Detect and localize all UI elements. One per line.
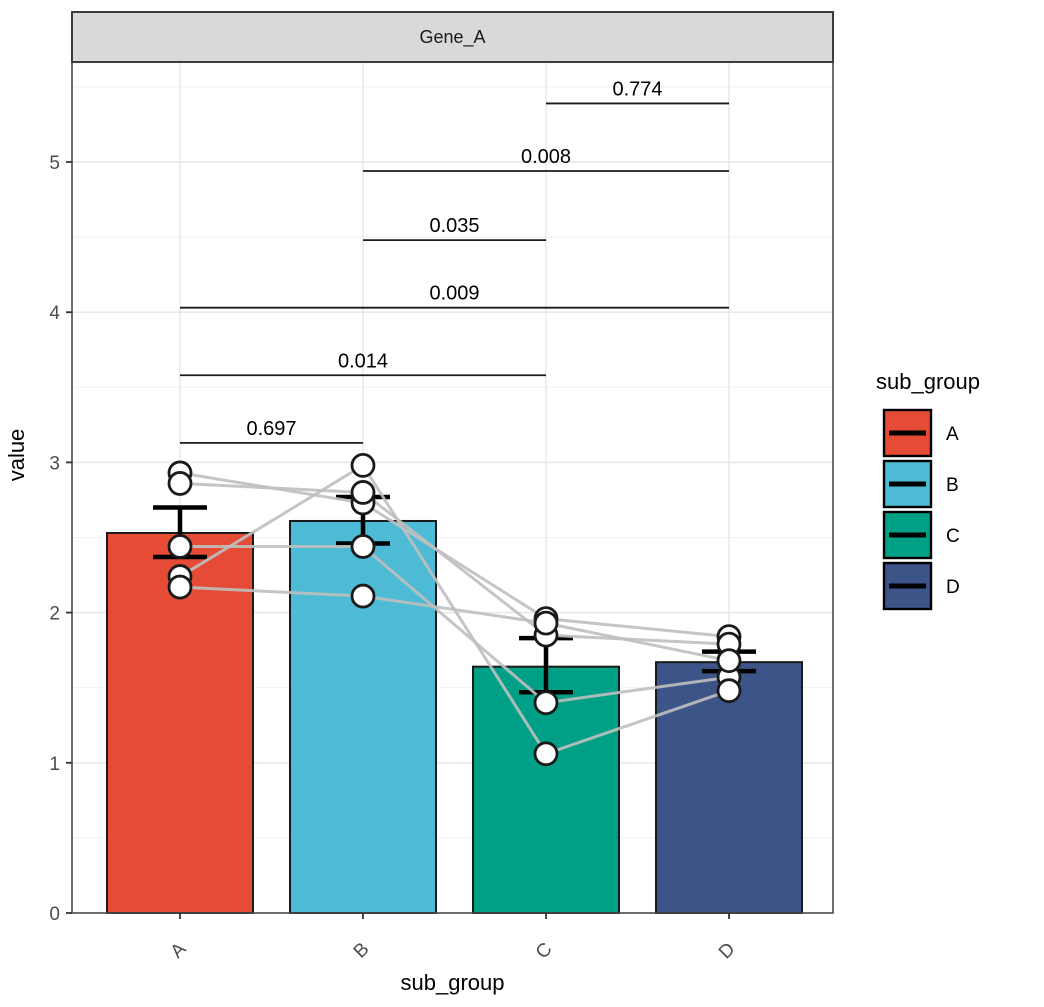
pvalue-label-cd: 0.774 xyxy=(612,78,662,100)
facet-strip xyxy=(71,11,834,63)
subject-line-5 xyxy=(178,585,731,663)
legend-label-b: B xyxy=(946,475,959,496)
legend-label-d: D xyxy=(946,577,960,598)
y-tick-label-0: 0 xyxy=(49,904,60,925)
legend-title: sub_group xyxy=(876,369,980,394)
pvalue-label-bc: 0.035 xyxy=(429,215,479,237)
point-c-s4 xyxy=(533,741,559,767)
bar-b xyxy=(289,519,437,915)
point-b-s4 xyxy=(350,453,376,478)
point-a-s3 xyxy=(167,534,193,559)
x-tick-label-d: D xyxy=(715,939,740,964)
point-b-s2 xyxy=(350,480,376,505)
y-tick-label-5: 5 xyxy=(49,153,60,174)
point-b-s3 xyxy=(350,534,376,559)
point-c-s3 xyxy=(533,690,559,716)
pvalue-label-bd: 0.008 xyxy=(521,146,571,168)
point-d-s4 xyxy=(716,678,742,704)
x-tick-label-a: A xyxy=(167,938,191,962)
y-axis-title: value xyxy=(4,429,29,482)
x-axis-title: sub_group xyxy=(401,970,505,995)
bar-d xyxy=(655,661,803,915)
point-d-s5 xyxy=(716,648,742,674)
pvalue-label-ab: 0.697 xyxy=(246,418,296,440)
legend-label-c: C xyxy=(946,526,960,547)
subject-line-2 xyxy=(178,481,731,646)
legend-label-a: A xyxy=(946,424,959,445)
point-b-s5 xyxy=(350,583,376,609)
y-tick-label-4: 4 xyxy=(49,303,60,324)
pvalue-label-ac: 0.014 xyxy=(338,350,388,372)
pvalue-label-ad: 0.009 xyxy=(429,283,479,305)
significance-brackets: 0.697 0.014 0.009 0.035 0.008 0.774 xyxy=(180,78,729,444)
subject-line-3 xyxy=(178,545,731,705)
point-c-s5 xyxy=(533,610,559,636)
data-points xyxy=(167,453,742,767)
x-tick-label-c: C xyxy=(532,939,557,964)
y-axis: 0 1 2 3 4 5 value xyxy=(4,153,72,925)
point-a-s5 xyxy=(167,574,193,600)
facet-strip-title: Gene_A xyxy=(419,27,485,48)
x-tick-label-b: B xyxy=(350,939,374,963)
point-a-s2 xyxy=(167,471,193,496)
y-tick-label-1: 1 xyxy=(49,754,60,775)
y-tick-label-2: 2 xyxy=(49,604,60,625)
y-tick-label-3: 3 xyxy=(49,453,60,474)
paired-lines xyxy=(178,463,731,756)
legend: sub_group A B C D xyxy=(876,369,980,611)
